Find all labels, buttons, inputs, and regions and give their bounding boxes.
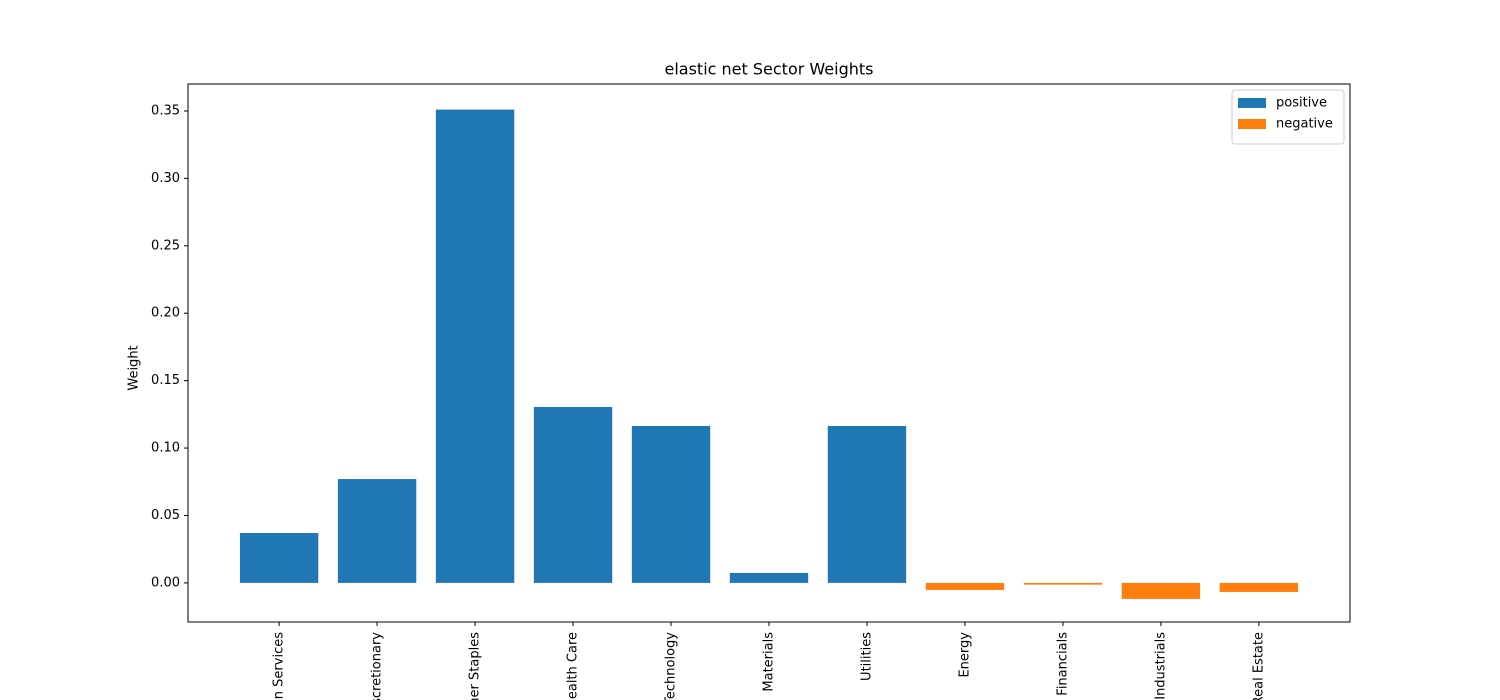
bar <box>925 582 1005 590</box>
legend-swatch <box>1238 98 1266 108</box>
y-tick-label: 0.00 <box>151 575 180 590</box>
y-tick-label: 0.30 <box>151 171 180 186</box>
y-tick-label: 0.15 <box>151 373 180 388</box>
chart-title: elastic net Sector Weights <box>665 60 874 79</box>
y-tick-label: 0.20 <box>151 306 180 321</box>
x-tick-label: Financials <box>1055 632 1070 696</box>
bar <box>631 425 711 583</box>
y-tick-label: 0.25 <box>151 238 180 253</box>
x-tick-label: Energy <box>957 632 972 678</box>
bar <box>1023 582 1103 585</box>
y-axis-label: Weight <box>127 345 142 390</box>
legend-label: negative <box>1276 117 1333 132</box>
bar <box>1121 582 1201 599</box>
legend-swatch <box>1238 119 1266 129</box>
bar <box>239 533 319 583</box>
y-tick-label: 0.10 <box>151 441 180 456</box>
x-tick-label: Communication Services <box>272 632 287 700</box>
x-tick-label: Real Estate <box>1251 632 1266 700</box>
legend-label: positive <box>1276 96 1327 111</box>
plot-frame <box>187 83 1351 623</box>
bar <box>337 479 417 583</box>
bar <box>1219 582 1299 592</box>
bar <box>533 406 613 583</box>
bar <box>827 425 907 583</box>
x-tick-label: Health Care <box>566 632 581 700</box>
x-tick-label: Consumer Discretionary <box>370 632 385 700</box>
bar <box>435 109 515 583</box>
x-tick-label: Industrials <box>1153 632 1168 700</box>
y-tick-label: 0.35 <box>151 103 180 118</box>
x-tick-label: Information Technology <box>664 632 679 700</box>
x-tick-label: Utilities <box>859 632 874 681</box>
x-tick-label: Materials <box>762 632 777 692</box>
x-tick-label: Consumer Staples <box>468 632 483 700</box>
y-tick-label: 0.05 <box>151 508 180 523</box>
bar <box>729 572 809 583</box>
